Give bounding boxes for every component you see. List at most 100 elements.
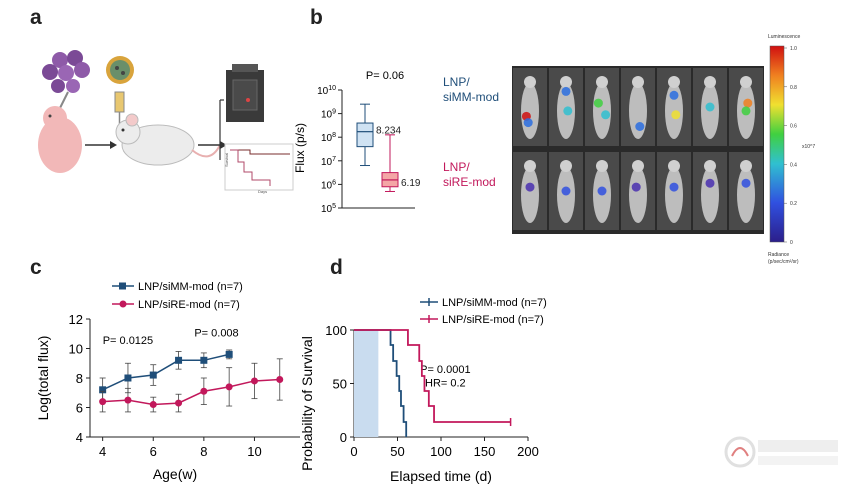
mouse-head-silhouette <box>668 160 680 173</box>
box-y-tick-label: 109 <box>321 109 336 121</box>
survival-y-tick-label: 100 <box>325 323 347 338</box>
imaging-row2-label: LNP/ siRE-mod <box>443 160 496 190</box>
box-y-tick-label: 1010 <box>317 85 336 97</box>
mouse-head-silhouette <box>596 76 608 89</box>
line-y-tick-label: 6 <box>76 401 83 416</box>
mouse-body-silhouette <box>701 166 719 223</box>
survival-marks <box>354 329 512 437</box>
line-p-value-annotation: P= 0.008 <box>194 328 238 340</box>
box-ylabel: Flux (p/s) <box>293 123 307 173</box>
bioluminescence-signal <box>669 90 679 100</box>
line-x-axis-label: Age(w) <box>153 466 197 482</box>
mouse-body-silhouette <box>521 166 539 223</box>
bioluminescence-images <box>512 66 764 234</box>
legend-marker <box>119 282 126 290</box>
bioluminescence-signal <box>743 98 753 108</box>
legend-label: LNP/siMM-mod (n=7) <box>442 297 547 309</box>
mouse-body-silhouette <box>629 166 647 223</box>
treatment-window-shading <box>354 330 379 437</box>
survival-y-tick-label: 0 <box>340 430 347 445</box>
lnp-particle-icon <box>106 56 134 84</box>
survival-x-tick-label: 200 <box>517 444 539 459</box>
bioluminescence-signal <box>671 110 681 120</box>
legend-label: LNP/siRE-mod (n=7) <box>138 299 240 311</box>
line-point <box>200 356 208 364</box>
arrow-icon <box>198 141 227 149</box>
bioluminescence-signal <box>561 86 571 96</box>
colorbar-tick-label: 0.2 <box>790 201 797 207</box>
box-marks: 8.234 6.190 <box>356 103 420 192</box>
survival-step-curve <box>354 329 408 437</box>
line-p-value-annotation: P= 0.0125 <box>103 335 153 347</box>
line-series-path <box>102 378 280 406</box>
bioluminescence-signal <box>525 182 535 192</box>
mini-survival-plot: Survival Days <box>224 143 294 194</box>
line-series-path <box>102 353 230 391</box>
box-y-tick-label: 108 <box>321 132 336 144</box>
survival-p-value: P= 0.0001 <box>420 364 470 376</box>
line-point <box>149 401 157 409</box>
legend-label: LNP/siRE-mod (n=7) <box>442 314 544 326</box>
line-point <box>225 383 233 391</box>
luminescence-colorbar: Luminescence 1.0 0.8 0.6 0.4 0.2 0 x10^7 Radi… <box>768 34 815 265</box>
line-y-tick-label: 12 <box>69 312 83 327</box>
line-y-axis-label: Log(total flux) <box>35 336 51 421</box>
panel-letter-b: b <box>310 6 323 29</box>
survival-y-tick-label: 50 <box>333 377 347 392</box>
line-marks <box>99 349 284 413</box>
box-p-value: P= 0.06 <box>366 70 404 82</box>
line-y-tick-label: 8 <box>76 371 83 386</box>
panel-letter-c: c <box>30 256 42 279</box>
line-point <box>124 396 132 404</box>
line-point <box>175 356 183 364</box>
adult-mouse-icon <box>115 113 221 166</box>
bioluminescence-signal <box>631 182 641 192</box>
line-x-tick-label: 6 <box>150 444 157 459</box>
box-y-tick-exponent: 6 <box>332 179 336 186</box>
colorbar-unit-line2: (p/sec/cm²/sr) <box>768 259 799 265</box>
box-y-tick-label: 107 <box>321 156 336 168</box>
mini-survival-ylabel: Survival <box>224 153 229 167</box>
mouse-body-silhouette <box>737 166 755 223</box>
bioluminescence-signal <box>523 118 533 128</box>
box-y-tick-exponent: 5 <box>332 203 336 210</box>
colorbar-tick-label: 0.8 <box>790 85 797 91</box>
mini-survival-xlabel: Days <box>258 189 267 194</box>
bioluminescence-signal <box>705 102 715 112</box>
legend-marker <box>119 300 127 308</box>
bioluminescence-signal <box>561 186 571 196</box>
line-x-tick-label: 10 <box>247 444 261 459</box>
imaging-row2-label-line1: LNP/ <box>443 160 470 174</box>
colorbar-unit-line1: Radiance <box>768 252 789 258</box>
mouse-body-silhouette <box>665 166 683 223</box>
imaging-row2-label-line2: siRE-mod <box>443 175 496 189</box>
bioluminescence-signal <box>741 178 751 188</box>
colorbar-title: Luminescence <box>768 34 800 40</box>
legend-label: LNP/siMM-mod (n=7) <box>138 281 243 293</box>
bioluminescence-signal <box>635 122 645 131</box>
box-y-tick-exponent: 10 <box>328 85 336 92</box>
bioluminescence-signal <box>705 178 715 188</box>
bioluminescence-signal <box>669 182 679 192</box>
cell-cluster-icon <box>42 50 90 93</box>
panel-d-survival-chart: LNP/siMM-mod (n=7) LNP/siRE-mod (n=7) 0 50… <box>300 297 547 484</box>
ivis-imager-icon <box>226 64 264 122</box>
line-point <box>276 375 284 383</box>
box-y-tick-exponent: 7 <box>332 156 336 163</box>
survival-y-axis-label: Probability of Survival <box>300 336 315 471</box>
line-point <box>99 386 107 394</box>
colorbar-tick-label: 1.0 <box>790 46 797 52</box>
mouse-head-silhouette <box>524 76 536 89</box>
mouse-head-silhouette <box>704 160 716 173</box>
colorbar-ticks: 1.0 0.8 0.6 0.4 0.2 0 <box>784 46 797 246</box>
colorbar-tick-label: 0.4 <box>790 162 797 168</box>
box-iqr <box>356 122 374 148</box>
panel-a-schematic: Survival Days <box>38 50 294 194</box>
mouse-head-silhouette <box>632 160 644 173</box>
bioluminescence-signal <box>563 106 573 116</box>
imaging-row1-label-line2: siMM-mod <box>443 90 499 104</box>
mouse-head-silhouette <box>668 76 680 89</box>
box-median-label: 8.234 <box>376 126 401 137</box>
